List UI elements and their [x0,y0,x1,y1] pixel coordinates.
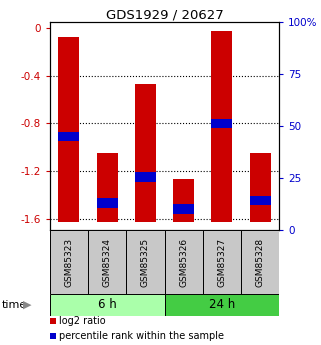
Bar [250,153,271,222]
Text: time: time [2,300,27,310]
Bar [135,84,156,222]
Bar [50,318,56,324]
Text: GSM85325: GSM85325 [141,238,150,287]
FancyBboxPatch shape [241,230,279,294]
Bar [211,119,232,128]
Title: GDS1929 / 20627: GDS1929 / 20627 [106,8,223,21]
Bar [211,31,232,222]
Text: log2 ratio: log2 ratio [59,316,105,326]
Text: GSM85324: GSM85324 [103,238,112,287]
Bar [58,132,79,141]
FancyBboxPatch shape [88,230,126,294]
Bar [97,153,118,222]
Bar [173,204,194,214]
Text: GSM85323: GSM85323 [65,238,74,287]
FancyBboxPatch shape [164,294,279,316]
Text: GSM85328: GSM85328 [256,238,265,287]
FancyBboxPatch shape [50,294,164,316]
Text: GSM85327: GSM85327 [217,238,226,287]
FancyBboxPatch shape [203,230,241,294]
Text: percentile rank within the sample: percentile rank within the sample [59,331,224,341]
Text: 6 h: 6 h [98,298,117,312]
Text: 24 h: 24 h [209,298,235,312]
FancyBboxPatch shape [50,230,88,294]
Text: GSM85326: GSM85326 [179,238,188,287]
Bar [173,179,194,222]
FancyBboxPatch shape [164,230,203,294]
Bar [58,37,79,222]
Bar [135,172,156,182]
Bar [97,198,118,208]
FancyBboxPatch shape [126,230,164,294]
Bar [50,333,56,339]
Bar [250,196,271,206]
Text: ▶: ▶ [23,300,31,310]
